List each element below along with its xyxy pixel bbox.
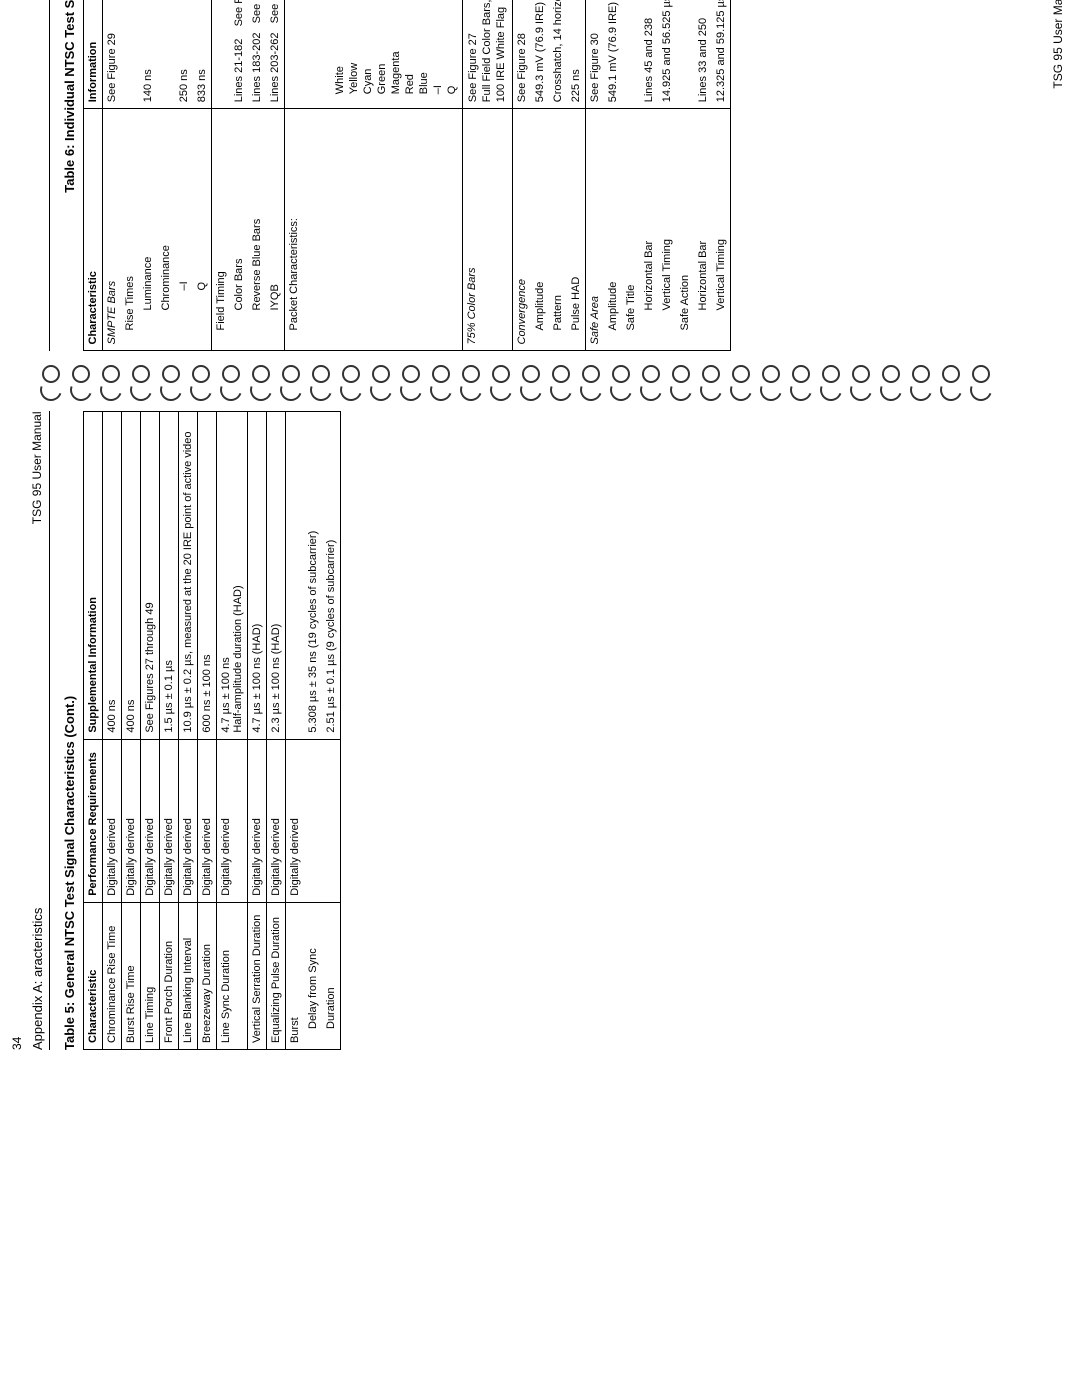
col-information: Information [84, 0, 103, 109]
table-row: Front Porch DurationDigitally derived1.5… [160, 412, 179, 1050]
table5-title: Table 5: General NTSC Test Signal Charac… [62, 412, 77, 1051]
table-row: Yellow492.6443.3167.1 [347, 0, 361, 102]
table-row: Line Sync DurationDigitally derived4.7 µ… [217, 412, 248, 1050]
appendix-label: Appendix A: aracteristics [30, 908, 45, 1050]
table-row: Vertical Serration DurationDigitally der… [248, 412, 267, 1050]
table-row: White549.100.000.0 [333, 0, 347, 102]
table-row: Line TimingDigitally derivedSee Figures … [141, 412, 160, 1050]
table-row: Magenta258.2585.260.7 [389, 0, 403, 102]
left-page: 34 Appendix A: aracteristics TSG 95 User… [0, 382, 1080, 1081]
col-characteristic: Characteristic [84, 902, 103, 1049]
table-row: Q53.6285.733.0 [445, 0, 459, 102]
table-row: Chrominance Rise TimeDigitally derived40… [103, 412, 122, 1050]
col-performance: Performance Requirements [84, 739, 103, 902]
page-number-top: 34 [10, 1037, 24, 1050]
col-characteristic: Characteristic [84, 109, 103, 351]
table6: Characteristic Information SMPTE Bars Se… [83, 0, 731, 352]
table-row: Blue110.1443.3347.1 [417, 0, 431, 102]
table-row: Burst Rise TimeDigitally derived400 ns [122, 412, 141, 1050]
right-page: 35 Appendix A: aracteristics Table 6: In… [0, 0, 1080, 382]
table-row: Green344.5585.2240.7 [375, 0, 389, 102]
table-row: Equalizing Pulse DurationDigitally deriv… [267, 412, 286, 1050]
table-row: Breezeway DurationDigitally derived600 n… [198, 412, 217, 1050]
col-supplemental: Supplemental Information [84, 412, 103, 739]
table-row: Red201.7626.6103.5 [403, 0, 417, 102]
smpte-header: SMPTE Bars [103, 109, 122, 351]
smpte-ref: See Figure 29 [103, 0, 122, 109]
table-row: Cyan400.9626.6283.5 [361, 0, 375, 102]
spiral-binding [0, 362, 1080, 402]
manual-name: TSG 95 User Manual [30, 412, 45, 525]
rise-times: Rise Times [121, 109, 139, 351]
table-row: –I53.6285.7303.0 [431, 0, 445, 102]
footer: TSG 95 User Manual [1051, 0, 1065, 352]
table5: Characteristic Performance Requirements … [83, 412, 341, 1051]
table-row: Line Blanking IntervalDigitally derived1… [179, 412, 198, 1050]
packet-table: LuminanceAmplitude(Pedestal, mV) Subcarr… [288, 0, 459, 102]
table6-title: Table 6: Individual NTSC Test Signal Cha… [62, 0, 77, 352]
